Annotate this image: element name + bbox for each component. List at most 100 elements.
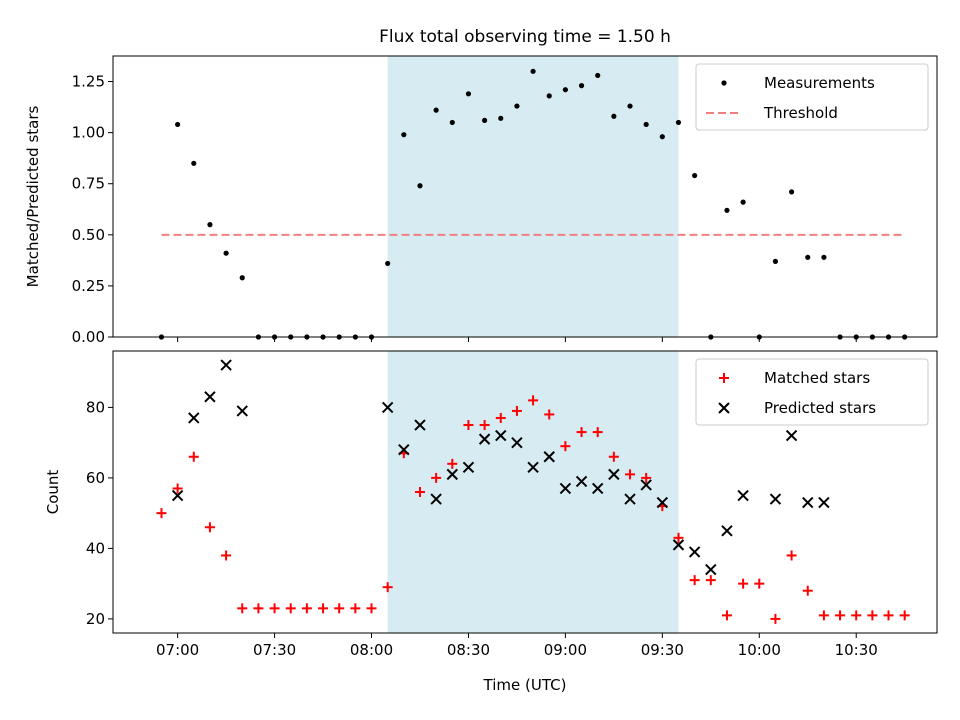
matched-star-point [689, 575, 700, 586]
predicted-star-point [559, 482, 572, 495]
measurement-point [385, 260, 391, 267]
measurement-point [675, 119, 682, 126]
matched-star-point [818, 610, 829, 621]
matched-star-point [285, 603, 296, 614]
matched-star-point [366, 603, 377, 614]
predicted-star-point [818, 496, 830, 509]
measurement-point [724, 207, 730, 213]
predicted-star-point [430, 493, 442, 505]
y-tick-label: 80 [86, 398, 105, 416]
matched-star-point [156, 508, 167, 519]
measurement-point [465, 91, 472, 97]
predicted-star-point [721, 525, 733, 537]
predicted-star-point [737, 489, 749, 502]
matched-star-point [204, 522, 215, 533]
measurement-point [788, 189, 795, 195]
matched-star-point [802, 585, 813, 596]
measurement-point [239, 275, 245, 281]
matched-star-point [673, 532, 684, 543]
matched-star-point [867, 610, 878, 621]
predicted-star-point [511, 436, 523, 449]
bottom-data-marks [156, 359, 910, 624]
y-tick-label: 0.50 [72, 226, 105, 244]
measurement-point [692, 172, 698, 179]
matched-star-point [883, 610, 894, 621]
x-tick-label: 08:30 [447, 641, 490, 659]
matched-star-point [528, 395, 539, 406]
matched-star-point [463, 420, 474, 431]
matched-star-point [511, 405, 522, 416]
measurement-point [627, 103, 633, 109]
x-tick-label: 07:00 [156, 641, 199, 659]
predicted-star-point [543, 451, 555, 463]
bottom-legend: Matched stars Predicted stars [695, 358, 929, 426]
measurement-point [740, 199, 746, 205]
y-tick-label: 60 [86, 469, 105, 487]
top-legend: Measurements Threshold [695, 63, 929, 131]
measurement-point [595, 72, 601, 79]
count-panel: 20 40 60 80 07:00 07:30 08:00 08:30 09:00 09:30 1… [44, 350, 938, 694]
measurement-point [643, 121, 649, 128]
predicted-star-point [802, 496, 814, 509]
measurement-point [772, 258, 779, 264]
matched-star-point [172, 483, 183, 494]
measurement-point [449, 119, 455, 126]
predicted-star-point [220, 359, 232, 371]
matched-star-point [431, 472, 442, 483]
measurement-point [821, 254, 827, 260]
top-y-axis-label: Matched/Predicted stars [24, 106, 42, 288]
predicted-star-point [478, 433, 491, 445]
measurement-point [578, 83, 585, 89]
predicted-star-point [640, 479, 652, 491]
measurement-point [546, 93, 552, 99]
y-tick-label: 20 [86, 610, 105, 628]
matched-star-point [221, 550, 232, 561]
x-tick-label: 09:00 [544, 641, 587, 659]
legend-label: Matched stars [764, 369, 870, 387]
x-tick-label: 09:30 [641, 641, 684, 659]
measurement-point [175, 121, 181, 128]
matched-star-point [899, 610, 910, 621]
chart-title: Flux total observing time = 1.50 h [379, 27, 671, 47]
predicted-star-point [414, 419, 426, 431]
legend-label: Predicted stars [764, 399, 876, 417]
matched-star-point [786, 550, 797, 561]
measurement-point [482, 117, 488, 123]
bottom-y-ticks: 20 40 60 80 [86, 398, 113, 628]
predicted-star-point [608, 468, 620, 481]
x-tick-label: 10:30 [835, 641, 878, 659]
predicted-star-point [446, 468, 459, 481]
bottom-y-axis-label: Count [44, 470, 62, 515]
matched-star-point [560, 441, 571, 452]
matched-star-point [253, 603, 264, 614]
matched-star-point [447, 458, 458, 469]
top-data-marks [158, 68, 908, 340]
legend-measurement-swatch [721, 80, 727, 86]
matched-star-point [269, 603, 280, 614]
predicted-star-point [527, 461, 539, 474]
legend-label: Measurements [764, 74, 875, 92]
measurement-point [401, 132, 407, 138]
predicted-star-point [188, 412, 200, 424]
top-plot-frame [112, 55, 938, 338]
flux-ratio-panel: 0.00 0.25 0.50 0.75 1.00 1.25 Flux total obse… [24, 27, 938, 346]
predicted-star-point [381, 401, 394, 414]
measurement-point [611, 113, 617, 119]
predicted-star-point [624, 493, 636, 505]
matched-star-point [770, 613, 781, 624]
x-tick-label: 08:00 [350, 641, 393, 659]
x-tick-label: 07:30 [253, 641, 296, 659]
matched-star-point [576, 427, 587, 438]
measurement-point [562, 87, 568, 93]
matched-star-point [237, 603, 248, 614]
observing-window-shade [387, 351, 679, 633]
legend-matched-swatch [719, 373, 729, 383]
predicted-star-point [204, 391, 216, 403]
top-x-ticks [177, 337, 857, 342]
matched-star-point [851, 610, 862, 621]
matched-star-point [479, 420, 490, 431]
predicted-star-point [462, 461, 475, 474]
predicted-star-point [171, 489, 184, 502]
predicted-star-point [705, 563, 717, 576]
